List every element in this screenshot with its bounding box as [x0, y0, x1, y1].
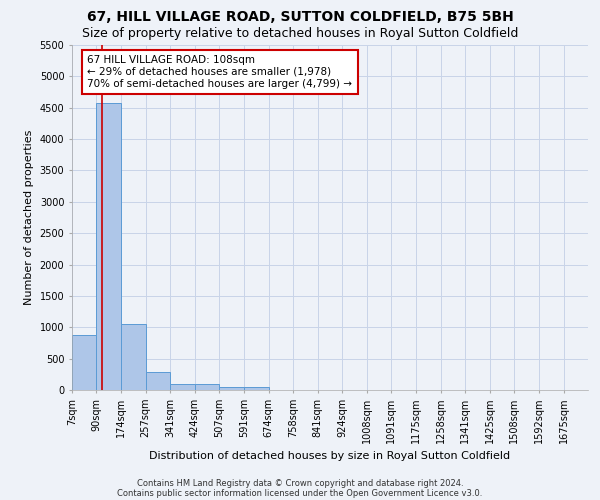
Bar [170, 384, 195, 390]
Bar [97, 102, 121, 390]
Text: Contains HM Land Registry data © Crown copyright and database right 2024.: Contains HM Land Registry data © Crown c… [137, 478, 463, 488]
Bar [121, 324, 146, 390]
Text: Contains public sector information licensed under the Open Government Licence v3: Contains public sector information licen… [118, 488, 482, 498]
Text: 67, HILL VILLAGE ROAD, SUTTON COLDFIELD, B75 5BH: 67, HILL VILLAGE ROAD, SUTTON COLDFIELD,… [86, 10, 514, 24]
Text: Size of property relative to detached houses in Royal Sutton Coldfield: Size of property relative to detached ho… [82, 28, 518, 40]
X-axis label: Distribution of detached houses by size in Royal Sutton Coldfield: Distribution of detached houses by size … [149, 452, 511, 462]
Bar [244, 386, 269, 390]
Bar [220, 386, 244, 390]
Text: 67 HILL VILLAGE ROAD: 108sqm
← 29% of detached houses are smaller (1,978)
70% of: 67 HILL VILLAGE ROAD: 108sqm ← 29% of de… [88, 56, 352, 88]
Y-axis label: Number of detached properties: Number of detached properties [24, 130, 34, 305]
Bar [195, 384, 220, 390]
Bar [146, 372, 170, 390]
Bar [72, 335, 97, 390]
